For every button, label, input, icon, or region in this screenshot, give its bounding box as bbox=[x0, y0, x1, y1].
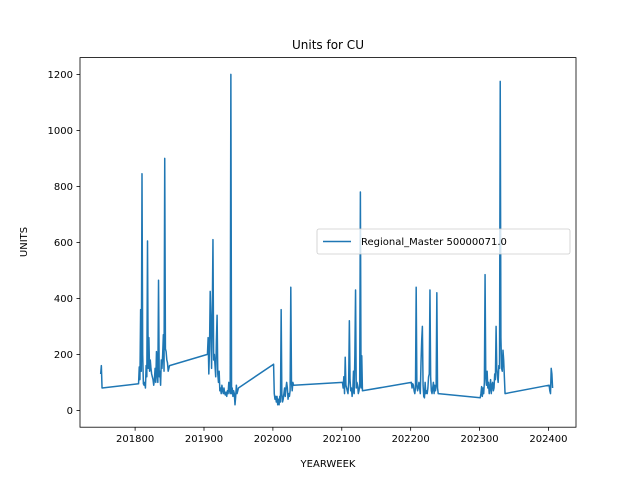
y-tick-label: 0 bbox=[67, 406, 73, 417]
x-tick-label: 201800 bbox=[116, 434, 154, 445]
legend: Regional_Master 50000071.0 bbox=[316, 228, 571, 255]
y-tick-label: 1000 bbox=[48, 126, 73, 137]
x-tick-label: 202200 bbox=[392, 434, 430, 445]
x-axis: 201800 201900 202000 202100 202200 202300 2024… bbox=[116, 427, 568, 445]
y-tick-label: 400 bbox=[54, 294, 73, 305]
x-tick-label: 202000 bbox=[254, 434, 292, 445]
x-axis-label: YEARWEEK bbox=[300, 459, 356, 470]
y-axis-label: UNITS bbox=[19, 227, 30, 257]
plot-area bbox=[99, 73, 554, 406]
legend-box bbox=[316, 228, 571, 255]
series-line-0 bbox=[99, 73, 554, 406]
x-tick-label: 202300 bbox=[460, 434, 498, 445]
y-tick-label: 800 bbox=[54, 182, 73, 193]
legend-label: Regional_Master 50000071.0 bbox=[361, 237, 507, 248]
x-tick-label: 201900 bbox=[185, 434, 223, 445]
x-tick-label: 202400 bbox=[529, 434, 567, 445]
y-axis: 0 200 400 600 800 1000 1200 bbox=[48, 70, 80, 417]
y-tick-label: 600 bbox=[54, 238, 73, 249]
x-tick-label: 202100 bbox=[323, 434, 361, 445]
y-tick-label: 1200 bbox=[48, 70, 73, 81]
y-tick-label: 200 bbox=[54, 350, 73, 361]
chart-title: Units for CU bbox=[292, 38, 364, 52]
